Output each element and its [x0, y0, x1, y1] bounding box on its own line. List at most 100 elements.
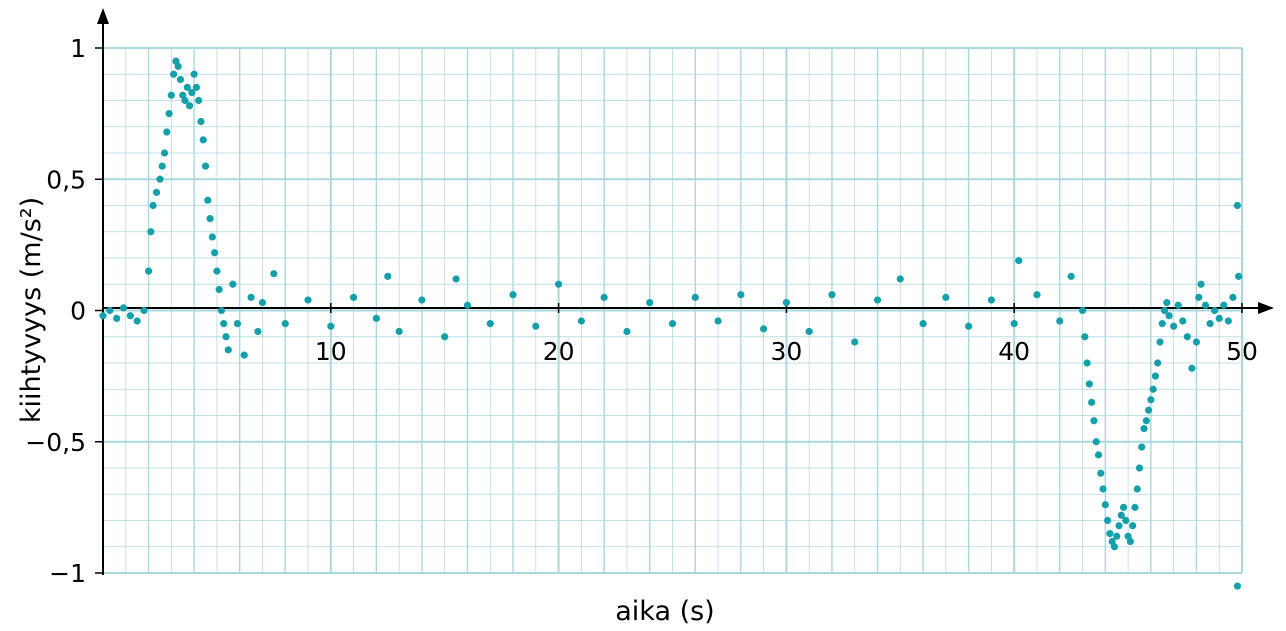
data-point: [156, 175, 164, 183]
data-point: [304, 296, 312, 304]
data-point: [185, 102, 194, 110]
x-tick-label: 50: [1226, 337, 1258, 366]
data-point: [1090, 417, 1098, 425]
data-point: [1131, 503, 1139, 511]
x-tick-label: 10: [315, 337, 347, 366]
data-point: [1197, 280, 1205, 288]
data-point: [258, 299, 267, 307]
data-point: [1179, 317, 1187, 325]
data-point: [1163, 299, 1171, 307]
data-point: [1094, 451, 1103, 459]
data-point: [577, 317, 585, 325]
y-tick-label: −0,5: [25, 428, 86, 457]
data-point: [174, 62, 182, 70]
data-point: [229, 280, 237, 288]
data-point: [1211, 306, 1219, 315]
data-point: [896, 275, 904, 283]
data-point: [183, 83, 191, 91]
data-point: [384, 272, 392, 280]
data-point: [1234, 272, 1243, 280]
data-point: [1078, 306, 1087, 315]
data-point: [942, 293, 950, 301]
data-point: [1149, 385, 1157, 393]
data-point: [1160, 306, 1169, 315]
data-point: [1233, 201, 1242, 210]
data-point: [1145, 406, 1153, 414]
y-tick-label: 0,5: [46, 165, 86, 194]
data-point: [181, 96, 189, 105]
data-point: [1081, 333, 1089, 341]
data-point: [1195, 293, 1203, 301]
data-point: [1151, 372, 1160, 380]
data-point: [760, 325, 768, 333]
data-point: [144, 267, 153, 275]
data-point: [149, 201, 157, 210]
data-point: [372, 314, 380, 322]
data-point: [1233, 582, 1242, 590]
data-point: [873, 296, 882, 304]
data-point: [1174, 301, 1182, 309]
data-point: [1188, 364, 1196, 372]
data-point: [1119, 503, 1128, 511]
data-point: [668, 320, 677, 328]
data-point: [1158, 320, 1166, 328]
data-point: [192, 83, 200, 91]
data-point: [600, 293, 608, 301]
x-tick-label: 20: [543, 337, 575, 366]
data-point: [195, 96, 203, 105]
data-point: [1122, 516, 1130, 525]
data-point: [281, 320, 289, 328]
data-point: [623, 327, 631, 336]
data-point: [1010, 320, 1018, 328]
data-point: [1133, 485, 1141, 493]
data-point: [140, 306, 148, 315]
data-point: [486, 320, 494, 328]
data-point: [965, 322, 973, 330]
data-point: [646, 299, 654, 307]
data-point: [176, 75, 185, 84]
data-point: [441, 333, 449, 341]
data-point: [1113, 532, 1121, 540]
x-axis-arrow: [1258, 302, 1274, 314]
data-point: [133, 317, 141, 325]
data-point: [163, 128, 171, 136]
data-point: [327, 322, 335, 330]
data-point: [254, 327, 262, 336]
y-tick-label: −1: [49, 559, 86, 588]
data-point: [1201, 301, 1210, 309]
data-point: [1085, 380, 1093, 388]
data-point: [165, 110, 173, 118]
y-axis-arrow: [97, 8, 109, 24]
tick-labels: 10 20 30 40 50 1 0,5 0 −0,5 −1: [25, 34, 1258, 588]
data-point: [119, 304, 128, 312]
data-point: [1126, 537, 1134, 546]
grid: [102, 47, 1243, 574]
data-point: [851, 338, 859, 346]
data-point: [919, 320, 927, 328]
data-point: [1103, 516, 1112, 525]
data-point: [1015, 257, 1023, 265]
data-point: [987, 296, 996, 304]
data-point: [418, 296, 426, 304]
data-point: [1206, 320, 1214, 328]
data-point: [220, 320, 228, 328]
data-point: [217, 306, 226, 315]
data-point: [509, 291, 517, 299]
data-point: [188, 89, 196, 97]
data-point: [270, 270, 278, 278]
data-point: [1147, 396, 1155, 404]
data-point: [1115, 522, 1123, 530]
data-point: [1215, 314, 1223, 322]
data-point: [1154, 359, 1162, 367]
data-point: [737, 291, 745, 299]
data-point: [349, 293, 358, 301]
data-point: [1088, 398, 1096, 406]
data-point: [452, 275, 460, 283]
x-axis-title: aika (s): [615, 596, 714, 627]
data-point: [215, 285, 223, 294]
data-point: [782, 299, 791, 307]
data-point: [532, 322, 540, 330]
data-point: [160, 149, 169, 157]
data-point: [206, 215, 214, 223]
